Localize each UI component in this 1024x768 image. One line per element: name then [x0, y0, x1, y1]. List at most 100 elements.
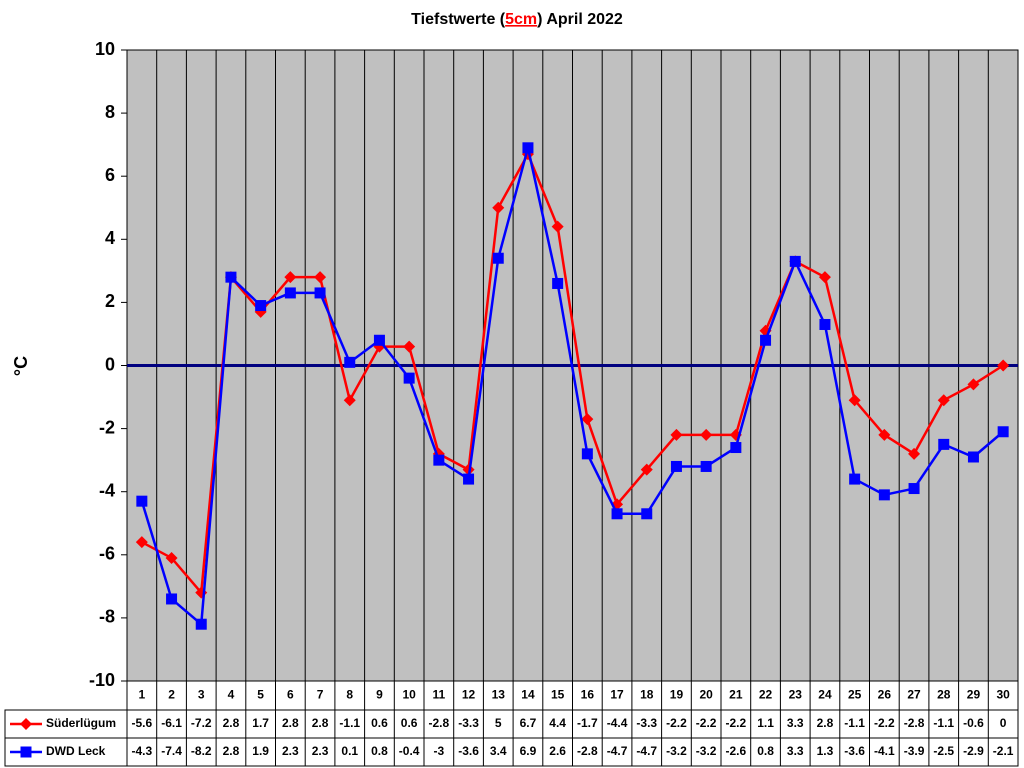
marker	[433, 454, 445, 466]
marker	[908, 447, 921, 460]
y-tick-label: -4	[99, 480, 115, 500]
data-table-value: 3.4	[490, 744, 507, 758]
data-table-value: -6.1	[161, 716, 182, 730]
marker	[403, 372, 415, 384]
data-table-value: -8.2	[191, 744, 212, 758]
data-table-value: -0.4	[399, 744, 420, 758]
y-tick-label: 8	[105, 102, 115, 122]
y-tick-label: -2	[99, 417, 115, 437]
marker	[135, 536, 148, 549]
marker	[819, 318, 831, 330]
data-table-value: -3.2	[666, 744, 687, 758]
data-table-value: 6.7	[520, 716, 537, 730]
data-table-value: 6.9	[520, 744, 537, 758]
data-table-value: 2.8	[282, 716, 299, 730]
marker	[314, 271, 327, 284]
marker	[700, 428, 713, 441]
data-table-value: -3.6	[844, 744, 865, 758]
data-table-value: -4.7	[636, 744, 657, 758]
marker	[522, 142, 534, 154]
data-table-value: -2.6	[726, 744, 747, 758]
data-table-value: 0.8	[757, 744, 774, 758]
x-tick-label: 6	[287, 688, 294, 702]
marker	[20, 718, 32, 730]
data-table-value: 0.1	[341, 744, 358, 758]
marker	[611, 508, 623, 520]
marker	[195, 618, 207, 630]
data-table-value: -3.2	[696, 744, 717, 758]
marker	[166, 593, 178, 605]
data-table-value: 2.8	[312, 716, 329, 730]
data-table-value: 3.3	[787, 716, 804, 730]
data-table-value: 0	[1000, 716, 1007, 730]
y-tick-label: 4	[105, 228, 115, 248]
x-tick-label: 13	[492, 688, 506, 702]
data-table-value: -1.7	[577, 716, 598, 730]
x-tick-label: 27	[907, 688, 921, 702]
x-tick-label: 12	[462, 688, 476, 702]
x-tick-label: 26	[878, 688, 892, 702]
x-tick-label: 4	[228, 688, 235, 702]
data-table-value: 2.8	[223, 716, 240, 730]
marker	[284, 271, 297, 284]
marker	[937, 394, 950, 407]
data-table-value: -0.6	[963, 716, 984, 730]
marker	[908, 483, 920, 495]
series-line	[141, 151, 1004, 596]
marker	[967, 378, 980, 391]
marker	[700, 460, 712, 472]
data-table-value: 1.9	[252, 744, 269, 758]
x-tick-label: 18	[640, 688, 654, 702]
data-table-value: -3.3	[458, 716, 479, 730]
data-table-value: -4.4	[607, 716, 628, 730]
x-tick-label: 29	[967, 688, 981, 702]
data-table-value: -2.9	[963, 744, 984, 758]
data-table-value: 0.6	[371, 716, 388, 730]
marker	[818, 271, 831, 284]
x-tick-label: 15	[551, 688, 565, 702]
data-table-value: 2.3	[282, 744, 299, 758]
data-table-value: -4.3	[132, 744, 153, 758]
marker	[344, 356, 356, 368]
marker	[997, 426, 1009, 438]
x-tick-label: 20	[699, 688, 713, 702]
marker	[997, 359, 1010, 372]
data-table-value: 2.8	[223, 744, 240, 758]
data-table-value: -2.2	[874, 716, 895, 730]
x-tick-label: 24	[818, 688, 832, 702]
marker	[551, 220, 564, 233]
marker	[878, 489, 890, 501]
marker	[670, 428, 683, 441]
title-part: ) April 2022	[537, 11, 623, 28]
data-table-value: -5.6	[132, 716, 153, 730]
marker	[20, 746, 32, 758]
marker	[641, 508, 653, 520]
data-table-value: -2.1	[993, 744, 1014, 758]
x-tick-label: 2	[168, 688, 175, 702]
marker	[849, 473, 861, 485]
x-tick-label: 14	[521, 688, 535, 702]
data-table-value: -2.8	[429, 716, 450, 730]
x-tick-label: 30	[996, 688, 1010, 702]
y-tick-label: 10	[95, 39, 115, 59]
data-table-value: -2.2	[666, 716, 687, 730]
data-table-value: 2.3	[312, 744, 329, 758]
marker	[581, 413, 594, 426]
marker	[552, 277, 564, 289]
x-tick-label: 5	[257, 688, 264, 702]
x-tick-label: 19	[670, 688, 684, 702]
data-table-value: -1.1	[844, 716, 865, 730]
marker	[284, 287, 296, 299]
data-table-value: -3.3	[636, 716, 657, 730]
data-table-value: 1.3	[817, 744, 834, 758]
y-tick-label: -10	[89, 670, 115, 690]
y-tick-label: 6	[105, 165, 115, 185]
data-table-value: 2.6	[549, 744, 566, 758]
marker	[760, 334, 772, 346]
x-tick-label: 10	[402, 688, 416, 702]
x-tick-label: 17	[610, 688, 624, 702]
legend-label: DWD Leck	[46, 744, 106, 758]
marker	[255, 300, 267, 312]
y-axis-label: °C	[11, 356, 31, 376]
marker	[492, 252, 504, 264]
